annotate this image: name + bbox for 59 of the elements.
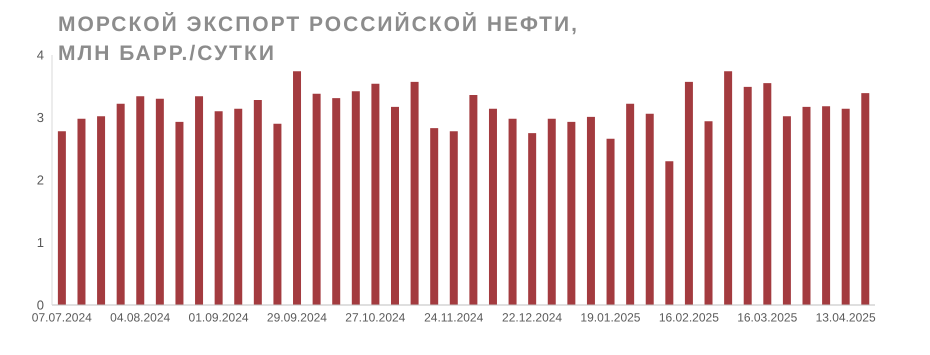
bar xyxy=(273,124,282,305)
bar xyxy=(626,104,634,305)
x-tick-label: 13.04.2025 xyxy=(816,310,876,325)
bar xyxy=(724,71,732,305)
bar xyxy=(744,86,752,305)
bar xyxy=(58,131,66,305)
bar xyxy=(175,122,184,305)
bar xyxy=(234,108,242,305)
chart-title: МОРСКОЙ ЭКСПОРТ РОССИЙСКОЙ НЕФТИ, МЛН БАРР./СУТКИ xyxy=(58,11,580,67)
x-tick-label: 19.01.2025 xyxy=(580,310,641,325)
x-tick-label: 24.11.2024 xyxy=(424,310,484,325)
bar xyxy=(410,82,419,305)
x-tick-label: 01.09.2024 xyxy=(188,310,249,325)
bar xyxy=(802,106,810,305)
bar xyxy=(116,104,125,305)
x-tick-label: 07.07.2024 xyxy=(32,310,92,325)
bar xyxy=(254,100,262,305)
bar xyxy=(136,96,144,305)
bar xyxy=(665,161,674,305)
x-tick-label: 27.10.2024 xyxy=(345,310,406,325)
bar xyxy=(195,96,204,305)
bar xyxy=(469,95,478,305)
bar xyxy=(684,82,693,305)
bar xyxy=(646,114,654,305)
bar xyxy=(391,106,399,305)
bar xyxy=(312,94,321,305)
y-tick-label: 0 xyxy=(36,298,44,313)
bar xyxy=(77,118,86,305)
bar xyxy=(214,111,223,305)
x-tick-label: 16.02.2025 xyxy=(658,310,720,325)
bar xyxy=(704,121,713,305)
x-tick-label: 22.12.2024 xyxy=(502,310,562,325)
x-tick-label: 04.08.2024 xyxy=(110,310,171,325)
y-tick-label: 4 xyxy=(36,48,44,63)
bar xyxy=(782,116,791,305)
bar xyxy=(488,108,497,305)
bar xyxy=(548,118,556,305)
y-tick-label: 2 xyxy=(36,172,44,188)
bar xyxy=(332,98,340,305)
bar xyxy=(430,128,438,305)
bar xyxy=(842,108,850,305)
bar xyxy=(567,122,576,305)
x-tick-label: 29.09.2024 xyxy=(266,310,328,325)
bar xyxy=(371,84,380,305)
bar xyxy=(606,138,615,305)
y-tick-label: 1 xyxy=(36,235,44,250)
bar xyxy=(293,71,302,305)
bar xyxy=(97,116,106,305)
bar xyxy=(586,116,595,305)
bar xyxy=(156,98,164,305)
bar xyxy=(822,106,830,305)
bar xyxy=(861,93,870,305)
bar xyxy=(450,131,458,305)
bar xyxy=(763,83,772,305)
x-tick-label: 16.03.2025 xyxy=(737,310,798,325)
bar xyxy=(352,91,360,305)
y-tick-label: 3 xyxy=(36,110,44,126)
bar xyxy=(528,133,536,305)
bar xyxy=(508,118,517,305)
